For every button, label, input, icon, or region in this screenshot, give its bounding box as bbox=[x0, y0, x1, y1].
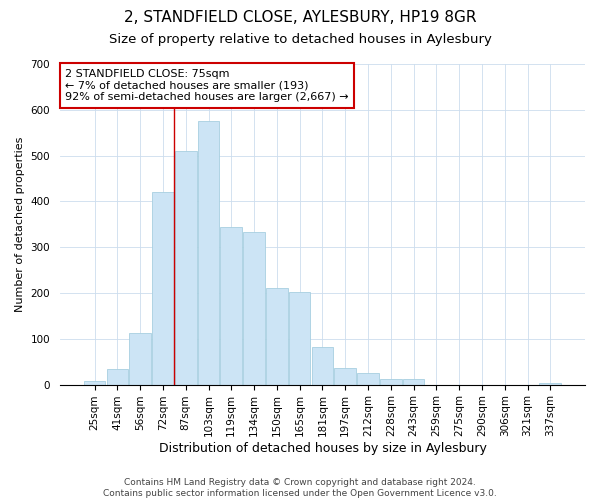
Bar bbox=[311, 347, 333, 385]
Bar bbox=[403, 378, 424, 384]
Bar bbox=[220, 226, 242, 384]
Bar bbox=[289, 292, 310, 384]
Bar bbox=[357, 372, 379, 384]
Text: Contains HM Land Registry data © Crown copyright and database right 2024.
Contai: Contains HM Land Registry data © Crown c… bbox=[103, 478, 497, 498]
Y-axis label: Number of detached properties: Number of detached properties bbox=[15, 136, 25, 312]
Bar bbox=[175, 151, 197, 384]
Bar bbox=[107, 368, 128, 384]
Text: Size of property relative to detached houses in Aylesbury: Size of property relative to detached ho… bbox=[109, 32, 491, 46]
Bar bbox=[84, 381, 106, 384]
Bar bbox=[334, 368, 356, 384]
Bar bbox=[243, 232, 265, 384]
Bar bbox=[152, 192, 174, 384]
Text: 2, STANDFIELD CLOSE, AYLESBURY, HP19 8GR: 2, STANDFIELD CLOSE, AYLESBURY, HP19 8GR bbox=[124, 10, 476, 25]
Bar bbox=[539, 383, 561, 384]
Bar bbox=[266, 288, 288, 384]
Text: 2 STANDFIELD CLOSE: 75sqm
← 7% of detached houses are smaller (193)
92% of semi-: 2 STANDFIELD CLOSE: 75sqm ← 7% of detach… bbox=[65, 69, 349, 102]
Bar bbox=[197, 121, 220, 384]
Bar bbox=[380, 378, 401, 384]
Bar bbox=[130, 334, 151, 384]
X-axis label: Distribution of detached houses by size in Aylesbury: Distribution of detached houses by size … bbox=[158, 442, 487, 455]
